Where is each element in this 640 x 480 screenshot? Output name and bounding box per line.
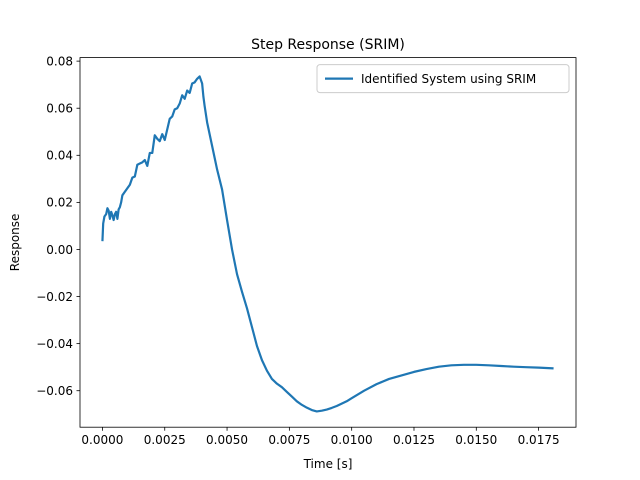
chart-title: Step Response (SRIM) xyxy=(251,37,405,53)
x-tick-label: 0.0075 xyxy=(268,433,310,447)
x-tick-label: 0.0175 xyxy=(518,433,560,447)
legend: Identified System using SRIM xyxy=(316,64,570,94)
y-tick-label: −0.02 xyxy=(36,290,73,304)
y-tick-label: 0.00 xyxy=(46,243,73,257)
plot-frame xyxy=(79,57,577,428)
y-tick-label: 0.08 xyxy=(46,54,73,68)
y-axis-label: Response xyxy=(8,214,22,272)
series-line-srim xyxy=(101,75,554,413)
x-axis: 0.0000 0.0025 0.0050 0.0075 0.0100 0.0125 0.01… xyxy=(81,427,560,447)
y-tick-label: 0.04 xyxy=(46,149,73,163)
x-tick-label: 0.0050 xyxy=(206,433,248,447)
x-tick-label: 0.0000 xyxy=(81,433,123,447)
y-tick-label: −0.04 xyxy=(36,337,73,351)
x-tick-label: 0.0150 xyxy=(455,433,497,447)
x-axis-label: Time [s] xyxy=(303,457,353,471)
y-tick-label: 0.02 xyxy=(46,196,73,210)
legend-label: Identified System using SRIM xyxy=(361,72,536,86)
x-tick-label: 0.0125 xyxy=(393,433,435,447)
x-tick-label: 0.0025 xyxy=(144,433,186,447)
plot-area xyxy=(101,75,554,413)
legend-box xyxy=(316,64,570,94)
y-tick-label: 0.06 xyxy=(46,102,73,116)
y-axis: −0.06 −0.04 −0.02 0.00 0.02 0.04 0.06 0.08 xyxy=(36,54,80,398)
x-tick-label: 0.0100 xyxy=(331,433,373,447)
y-tick-label: −0.06 xyxy=(36,384,73,398)
